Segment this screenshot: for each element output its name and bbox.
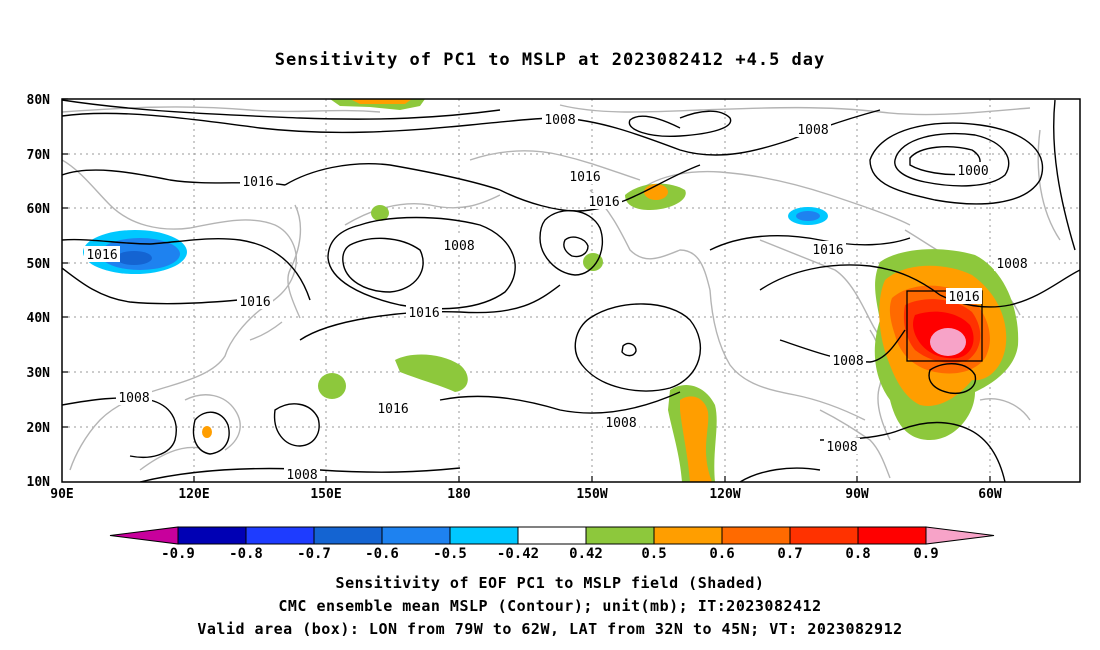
contour-label: 1008 (118, 391, 149, 406)
colorbar-tick-label: 0.9 (913, 546, 938, 562)
lat-label: 10N (27, 475, 51, 490)
colorbar-tick-label: -0.5 (433, 546, 467, 562)
latitude-labels: 80N 70N 60N 50N 40N 30N 20N 10N (27, 93, 51, 490)
colorbar-segment (653, 526, 723, 545)
colorbar-tick-label: 0.5 (641, 546, 666, 562)
contour-label: 1008 (996, 257, 1027, 272)
colorbar-segment (245, 526, 315, 545)
contour-label: 1008 (605, 416, 636, 431)
contour-label: 1016 (812, 243, 843, 258)
contour-label: 1016 (588, 195, 619, 210)
colorbar-tick-label: -0.8 (229, 546, 263, 562)
contour-label: 1008 (286, 468, 317, 483)
lat-label: 40N (27, 311, 51, 326)
lon-label: 60W (978, 487, 1002, 502)
lon-label: 150W (576, 487, 607, 502)
colorbar-segment (177, 526, 247, 545)
coastlines (62, 104, 1061, 479)
contour-label: 1008 (826, 440, 857, 455)
colorbar-segment (449, 526, 519, 545)
colorbar-tick-label: -0.9 (161, 546, 195, 562)
lat-label: 70N (27, 148, 51, 163)
contour-label: 1016 (239, 295, 270, 310)
colorbar-tick-label: -0.6 (365, 546, 399, 562)
longitude-labels: 90E 120E 150E 180 150W 120W 90W 60W (50, 487, 1002, 502)
lon-label: 150E (310, 487, 341, 502)
caption-line-3: Valid area (box): LON from 79W to 62W, L… (197, 620, 903, 638)
colorbar-tick-label: 0.8 (845, 546, 870, 562)
colorbar: -0.9 -0.8 -0.7 -0.6 -0.5 -0.42 0.42 0.5 0.6 0.7 0.… (109, 526, 995, 562)
colorbar-tick-label: -0.42 (497, 546, 539, 562)
axis-ticks (62, 98, 991, 482)
lon-label: 180 (447, 487, 471, 502)
lon-label: 120E (178, 487, 209, 502)
contour-label: 1008 (832, 354, 863, 369)
chart-title: Sensitivity of PC1 to MSLP at 2023082412… (274, 50, 826, 70)
caption-line-1: Sensitivity of EOF PC1 to MSLP field (Sh… (335, 574, 765, 592)
grid-lines (62, 99, 1080, 482)
valid-area-box (906, 290, 983, 362)
colorbar-tick-label: 0.6 (709, 546, 734, 562)
contour-label: 1000 (957, 164, 988, 179)
colorbar-segment (381, 526, 451, 545)
contour-label: 1016 (569, 170, 600, 185)
colorbar-tick-label: -0.7 (297, 546, 331, 562)
contour-label: 1016 (242, 175, 273, 190)
colorbar-segment (517, 526, 587, 545)
colorbar-high-extend (925, 526, 995, 545)
lat-label: 30N (27, 366, 51, 381)
contour-label: 1008 (797, 123, 828, 138)
colorbar-low-extend (109, 526, 179, 545)
colorbar-segment (313, 526, 383, 545)
colorbar-tick-label: 0.7 (777, 546, 802, 562)
contour-label: 1016 (86, 248, 117, 263)
sensitivity-shading (83, 99, 1019, 482)
contour-label: 1016 (948, 290, 979, 305)
caption-line-2: CMC ensemble mean MSLP (Contour); unit(m… (278, 597, 822, 615)
colorbar-segment (789, 526, 859, 545)
map-frame (61, 98, 1081, 483)
colorbar-segment (721, 526, 791, 545)
colorbar-tick-label: 0.42 (569, 546, 603, 562)
lat-label: 50N (27, 257, 51, 272)
lat-label: 80N (27, 93, 51, 108)
contour-label: 1008 (443, 239, 474, 254)
contour-label: 1016 (377, 402, 408, 417)
lon-label: 90W (845, 487, 869, 502)
lon-label: 90E (50, 487, 73, 502)
contour-label-group: 1008 1008 1000 1016 1016 1016 1008 1016 … (84, 111, 1030, 483)
lat-label: 60N (27, 202, 51, 217)
contour-label: 1008 (544, 113, 575, 128)
colorbar-segment (857, 526, 927, 545)
colorbar-segment (585, 526, 655, 545)
lat-label: 20N (27, 421, 51, 436)
lon-label: 120W (709, 487, 740, 502)
contour-label: 1016 (408, 306, 439, 321)
